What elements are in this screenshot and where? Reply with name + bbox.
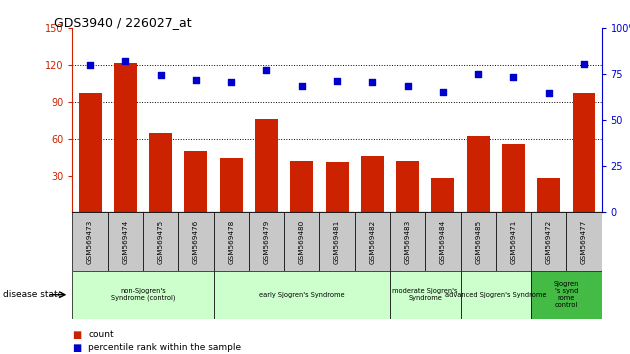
Bar xyxy=(284,212,319,271)
Bar xyxy=(390,212,425,271)
Text: ■: ■ xyxy=(72,330,82,339)
Bar xyxy=(467,136,490,212)
Text: disease state: disease state xyxy=(3,290,64,299)
Bar xyxy=(72,212,108,271)
Bar xyxy=(396,161,419,212)
Point xyxy=(367,80,377,85)
Text: percentile rank within the sample: percentile rank within the sample xyxy=(88,343,241,352)
Point xyxy=(544,91,554,96)
Text: advanced Sjogren's Syndrome: advanced Sjogren's Syndrome xyxy=(445,292,547,298)
Bar xyxy=(290,161,313,212)
Bar xyxy=(425,212,461,271)
Point xyxy=(438,89,448,95)
Point xyxy=(261,67,272,73)
Text: GSM569485: GSM569485 xyxy=(475,219,481,264)
Text: GSM569480: GSM569480 xyxy=(299,219,305,264)
Point xyxy=(226,80,236,85)
Bar xyxy=(149,133,172,212)
Point xyxy=(508,75,518,80)
Bar xyxy=(143,212,178,271)
Text: GSM569471: GSM569471 xyxy=(510,219,517,264)
Bar xyxy=(537,178,560,212)
Bar xyxy=(220,158,243,212)
Text: GSM569479: GSM569479 xyxy=(263,219,270,264)
Text: ■: ■ xyxy=(72,343,82,353)
Point xyxy=(332,78,342,84)
Bar xyxy=(249,212,284,271)
Text: GSM569481: GSM569481 xyxy=(334,219,340,264)
Bar xyxy=(573,93,595,212)
Point xyxy=(191,77,201,83)
Point xyxy=(120,59,130,64)
Bar xyxy=(326,162,348,212)
Bar xyxy=(114,63,137,212)
Text: GSM569472: GSM569472 xyxy=(546,219,552,264)
Point xyxy=(579,61,589,67)
Bar xyxy=(566,212,602,271)
Text: GDS3940 / 226027_at: GDS3940 / 226027_at xyxy=(54,16,192,29)
Bar xyxy=(461,271,531,319)
Point xyxy=(156,72,166,78)
Text: GSM569476: GSM569476 xyxy=(193,219,199,264)
Text: non-Sjogren's
Syndrome (control): non-Sjogren's Syndrome (control) xyxy=(111,288,175,302)
Bar xyxy=(214,271,390,319)
Bar xyxy=(390,271,461,319)
Text: GSM569475: GSM569475 xyxy=(158,219,164,264)
Text: count: count xyxy=(88,330,114,339)
Text: GSM569484: GSM569484 xyxy=(440,219,446,264)
Bar xyxy=(461,212,496,271)
Bar xyxy=(255,119,278,212)
Bar xyxy=(72,271,214,319)
Text: GSM569483: GSM569483 xyxy=(404,219,411,264)
Text: GSM569474: GSM569474 xyxy=(122,219,129,264)
Bar xyxy=(214,212,249,271)
Bar xyxy=(185,151,207,212)
Bar xyxy=(432,178,454,212)
Bar xyxy=(79,93,101,212)
Bar xyxy=(502,144,525,212)
Point xyxy=(473,71,483,76)
Text: Sjogren
's synd
rome
control: Sjogren 's synd rome control xyxy=(554,281,579,308)
Text: GSM569478: GSM569478 xyxy=(228,219,234,264)
Point xyxy=(297,83,307,89)
Text: GSM569477: GSM569477 xyxy=(581,219,587,264)
Point xyxy=(403,83,413,89)
Bar xyxy=(355,212,390,271)
Bar xyxy=(108,212,143,271)
Point xyxy=(85,62,95,68)
Bar xyxy=(531,212,566,271)
Text: GSM569482: GSM569482 xyxy=(369,219,375,264)
Text: early Sjogren's Syndrome: early Sjogren's Syndrome xyxy=(259,292,345,298)
Bar xyxy=(178,212,214,271)
Bar xyxy=(531,271,602,319)
Bar xyxy=(319,212,355,271)
Bar xyxy=(496,212,531,271)
Text: GSM569473: GSM569473 xyxy=(87,219,93,264)
Bar xyxy=(361,156,384,212)
Text: moderate Sjogren's
Syndrome: moderate Sjogren's Syndrome xyxy=(392,288,458,301)
